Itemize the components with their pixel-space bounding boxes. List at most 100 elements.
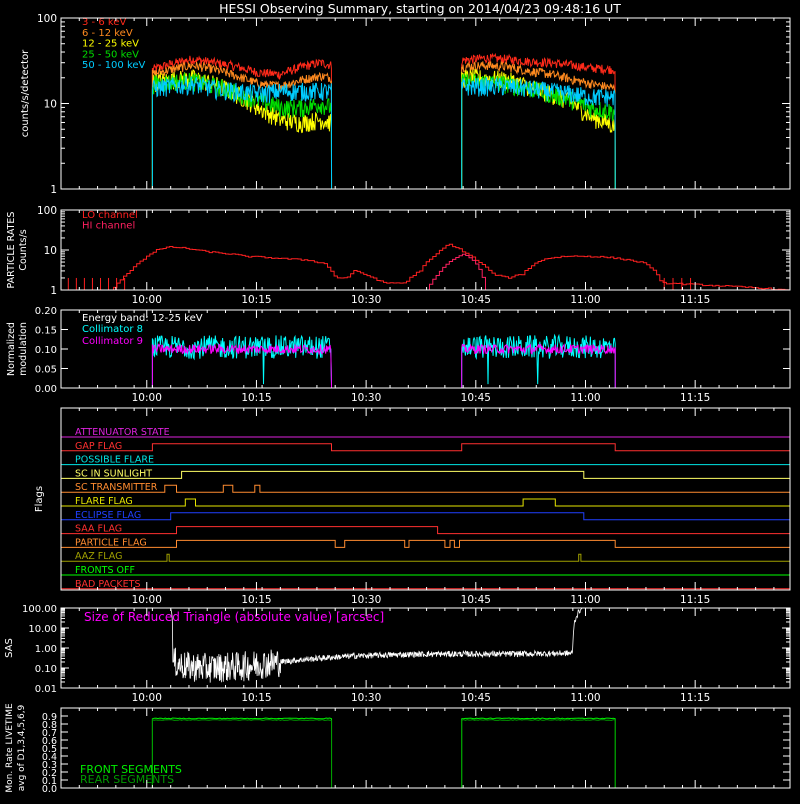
modulation-legend-entry: Collimator 9: [82, 336, 143, 347]
flag-line-3: [61, 470, 790, 479]
chart-1-y-tick-label: 1: [50, 285, 57, 297]
chart-4-x-tick-label: 10:45: [461, 692, 491, 704]
livetime-legend-entry: REAR SEGMENTS: [80, 773, 174, 786]
flag-label: SC TRANSMITTER: [75, 482, 158, 493]
count-rate-series-0: [61, 52, 790, 189]
chart-2-y-tick-label: 0.20: [35, 306, 57, 317]
chart-2-y-tick-label: 0.15: [35, 326, 57, 337]
chart-2-x-tick-label: 11:00: [570, 392, 600, 404]
livetime-y-axis-label: avg of D1,3,4,5,6,9: [17, 704, 27, 791]
count-rate-series-1: [61, 60, 790, 189]
chart-4-x-tick-label: 11:15: [680, 692, 710, 704]
panel-plot-area: [170, 608, 583, 683]
flag-label: PARTICLE FLAG: [75, 537, 147, 548]
panel-sas: Size of Reduced Triangle (absolute value…: [4, 604, 791, 704]
chart-4-x-tick-label: 10:30: [351, 692, 381, 704]
flag-label: FRONTS OFF: [75, 565, 135, 576]
flag-label: ATTENUATOR STATE: [75, 427, 170, 438]
chart-3-x-tick-label: 10:15: [241, 594, 271, 606]
flags-y-axis-label: Flags: [34, 486, 45, 512]
particle-rate-legend-entry: LO channel: [82, 210, 138, 221]
modulation-y-axis-label: modulation: [18, 322, 29, 376]
chart-1-x-tick-label: 10:45: [461, 294, 491, 306]
flag-label: BAD PACKETS: [75, 579, 141, 590]
figure-title: HESSI Observing Summary, starting on 201…: [219, 1, 621, 16]
flag-line-4: [61, 484, 790, 493]
flag-label: SC IN SUNLIGHT: [75, 468, 152, 479]
chart-5-y-tick-label: 0.8: [42, 720, 57, 731]
panel-plot-area: [61, 436, 790, 590]
chart-5-y-tick-label: 0.5: [42, 744, 57, 755]
panel-plot-area: [61, 52, 790, 189]
chart-2-y-tick-label: 0.05: [35, 365, 57, 376]
count-rate-legend-entry: 12 - 25 keV: [82, 39, 139, 50]
particle-rate-series-1: [61, 253, 789, 290]
chart-3-x-tick-label: 10:00: [132, 594, 162, 606]
count-rate-legend-entry: 3 - 6 keV: [82, 17, 126, 28]
chart-5-y-tick-label: 0.9: [42, 712, 57, 723]
chart-2-y-tick-label: 0.10: [35, 345, 57, 356]
chart-1-x-tick-label: 11:00: [570, 294, 600, 306]
chart-0-y-tick-label: 100: [37, 13, 57, 25]
livetime-y-axis-label: Mon. Rate LIVETIME: [5, 703, 15, 793]
livetime-legend-entry: FRONT SEGMENTS: [80, 763, 182, 776]
chart-3-x-tick-label: 10:30: [351, 594, 381, 606]
modulation-energy-band-note: Energy band: 12-25 keV: [82, 313, 203, 324]
chart-4-y-tick-label: 0.01: [35, 684, 57, 695]
chart-5-y-tick-label: 0.1: [42, 776, 57, 787]
chart-1-x-tick-label: 10:00: [132, 294, 162, 306]
chart-5-y-tick-label: 0.2: [42, 768, 57, 779]
chart-4-x-tick-label: 10:00: [132, 692, 162, 704]
flag-line-7: [61, 526, 790, 535]
livetime-series-1: [61, 719, 790, 788]
chart-1-x-tick-label: 10:30: [351, 294, 381, 306]
chart-5-y-tick-label: 0.7: [42, 728, 57, 739]
chart-2-x-tick-label: 10:30: [351, 392, 381, 404]
chart-0-y-tick-label: 10: [44, 99, 57, 111]
chart-1-y-tick-label: 100: [37, 205, 57, 217]
chart-1-x-tick-label: 11:15: [680, 294, 710, 306]
chart-1-x-tick-label: 10:15: [241, 294, 271, 306]
count-rate-legend-entry: 50 - 100 keV: [82, 60, 146, 71]
chart-4-y-tick-label: 0.10: [35, 664, 57, 675]
chart-2-x-tick-label: 10:45: [461, 392, 491, 404]
chart-0-y-tick-label: 1: [50, 184, 57, 196]
count-rate-legend-entry: 25 - 50 keV: [82, 49, 139, 60]
chart-4-y-tick-label: 100.00: [22, 604, 57, 615]
modulation-y-axis-label: Normalized: [6, 322, 17, 376]
panel-flags: ATTENUATOR STATE GAP FLAG POSSIBLE FLARE SC…: [34, 407, 791, 606]
sas-annotation: Size of Reduced Triangle (absolute value…: [84, 610, 384, 624]
chart-2-x-tick-label: 11:15: [680, 392, 710, 404]
chart-2-x-tick-label: 10:15: [241, 392, 271, 404]
chart-4-y-tick-label: 1.00: [35, 644, 57, 655]
flag-label: GAP FLAG: [75, 441, 122, 452]
chart-5-y-tick-label: 0.0: [42, 784, 57, 795]
chart-1-y-tick-label: 10: [44, 245, 57, 257]
flag-line-9: [61, 553, 790, 562]
particle-rate-legend-entry: HI channel: [82, 221, 135, 232]
chart-3-x-tick-label: 11:15: [680, 594, 710, 606]
flag-line-6: [61, 512, 790, 521]
flag-label: SAA FLAG: [75, 524, 122, 535]
particle-rate-y-axis-label: Counts/s: [18, 229, 29, 270]
chart-3-x-tick-label: 11:00: [570, 594, 600, 606]
modulation-series-1: [61, 343, 790, 388]
count-rate-series-3: [61, 71, 790, 189]
chart-4-x-tick-label: 11:00: [570, 692, 600, 704]
flag-label: ECLIPSE FLAG: [75, 510, 141, 521]
count-rate-series-4: [61, 76, 790, 189]
chart-2-x-tick-label: 10:00: [132, 392, 162, 404]
flag-label: FLARE FLAG: [75, 496, 133, 507]
flag-line-8: [61, 539, 790, 548]
chart-3-frame: [60, 407, 791, 591]
flag-label: AAZ FLAG: [75, 551, 122, 562]
flag-label: POSSIBLE FLARE: [75, 455, 154, 466]
chart-3-x-tick-label: 10:45: [461, 594, 491, 606]
count-rate-legend-entry: 6 - 12 keV: [82, 28, 133, 39]
chart-5-y-tick-label: 0.6: [42, 736, 57, 747]
chart-4-y-tick-label: 10.00: [28, 624, 57, 635]
flag-line-5: [61, 498, 790, 507]
particle-rate-y-axis-label: PARTICLE RATES: [6, 212, 17, 289]
